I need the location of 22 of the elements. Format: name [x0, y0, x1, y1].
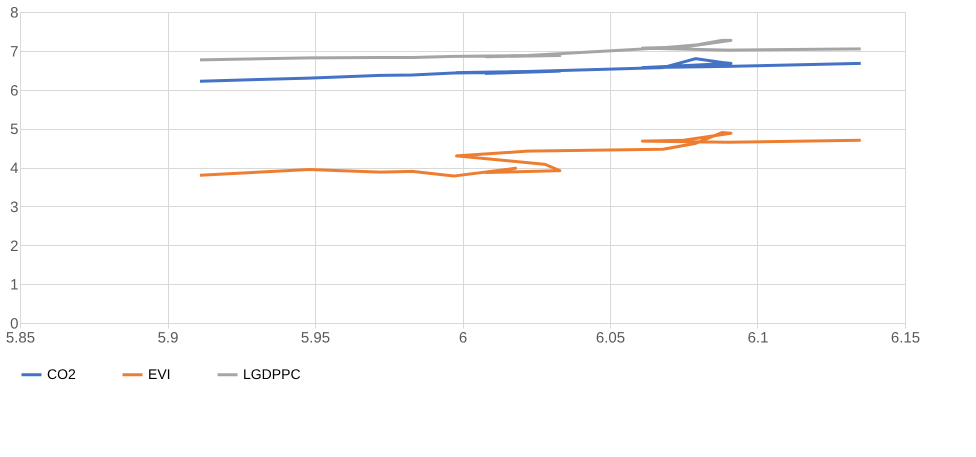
x-tick-label: 6.05 [596, 330, 626, 346]
y-tick-label: 0 [10, 316, 18, 332]
legend-label: LGDPPC [243, 366, 301, 382]
x-tick-label: 5.9 [158, 330, 178, 346]
y-tick-label: 8 [10, 4, 18, 22]
x-tick-label: 6 [458, 330, 468, 346]
y-tick-label: 4 [10, 160, 18, 177]
y-tick-label: 7 [10, 43, 18, 60]
legend-label: EVI [148, 366, 171, 382]
line-series [198, 131, 862, 178]
legend-label: CO2 [47, 366, 76, 382]
y-tick-label: 5 [10, 121, 18, 138]
line-series [198, 38, 862, 62]
y-tick-label: 2 [10, 238, 18, 255]
y-tick-label: 1 [10, 276, 18, 294]
line-series [198, 57, 862, 83]
x-tick-label: 6.15 [890, 330, 920, 346]
x-tick-label: 5.95 [300, 330, 330, 346]
y-tick-label: 6 [10, 82, 18, 100]
x-tick-label: 5.85 [6, 330, 36, 346]
x-tick-label: 6.1 [748, 330, 768, 346]
y-tick-label: 3 [10, 198, 18, 216]
